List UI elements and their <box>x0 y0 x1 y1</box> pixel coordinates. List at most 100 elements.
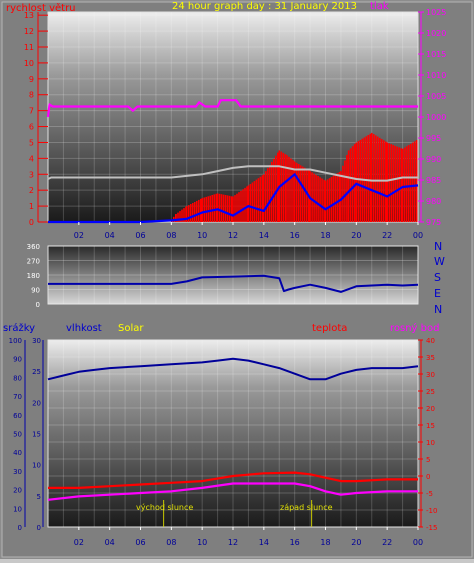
pressure-y-tick-985: 985 <box>426 176 441 185</box>
panel3-x-tick-06: 06 <box>135 538 145 547</box>
pressure-y-tick-995: 995 <box>426 134 441 143</box>
wind-y-tick-9: 9 <box>29 75 34 84</box>
pressure-label: tlak <box>370 1 389 12</box>
pressure-y-tick-1010: 1010 <box>426 71 446 80</box>
pressure-y-tick-1000: 1000 <box>426 113 446 122</box>
panel3-x-tick-16: 16 <box>290 538 300 547</box>
panel3-x-tick-10: 10 <box>197 538 207 547</box>
wind-y-tick-7: 7 <box>29 107 34 116</box>
rain-y-tick-80: 80 <box>13 374 22 382</box>
wind-y-tick-5: 5 <box>29 138 34 147</box>
rain-y-tick-90: 90 <box>13 356 22 364</box>
panel1-x-tick-16: 16 <box>290 231 300 240</box>
panel3-x-tick-18: 18 <box>320 538 330 547</box>
rain-y-tick-10: 10 <box>13 505 22 513</box>
pressure-line <box>46 99 418 118</box>
chart-title: 24 hour graph day : 31 January 2013 <box>172 1 357 12</box>
temperature-y-tick-5: 5 <box>426 456 430 464</box>
direction-y-tick-270: 270 <box>27 258 40 266</box>
direction-label-s: S <box>434 271 441 284</box>
temperature-y-tick-20: 20 <box>426 405 435 413</box>
direction-label-e: E <box>434 287 441 300</box>
panel-temperature-humidity <box>47 339 419 528</box>
rain-y-tick-0: 0 <box>18 524 22 532</box>
wind-y-tick-1: 1 <box>29 202 34 211</box>
panel3-x-tick-02: 02 <box>74 538 84 547</box>
temperature-label: teplota <box>312 323 347 334</box>
wind-y-tick-11: 11 <box>24 43 34 52</box>
direction-y-tick-360: 360 <box>27 243 40 251</box>
panel1-x-tick-12: 12 <box>228 231 238 240</box>
temperature-y-tick-35: 35 <box>426 354 435 362</box>
wind-y-tick-6: 6 <box>29 123 34 132</box>
temperature-y-tick-10: 10 <box>426 439 435 447</box>
direction-y-tick-0: 0 <box>36 301 40 309</box>
panel1-x-tick-14: 14 <box>259 231 269 240</box>
direction-label-n-top: N <box>434 240 442 253</box>
panel3-x-tick-22: 22 <box>382 538 392 547</box>
wind-speed-label: rychlost větru <box>6 2 76 14</box>
dewpoint-line <box>47 482 418 501</box>
wind-series-gray-line <box>47 165 418 182</box>
panel1-x-tick-22: 22 <box>382 231 392 240</box>
pressure-y-tick-980: 980 <box>426 197 441 206</box>
temperature-y-tick-40: 40 <box>426 337 435 345</box>
pressure-y-tick-975: 975 <box>426 218 441 227</box>
panel1-x-tick-02: 02 <box>74 231 84 240</box>
humidity-y-tick-20: 20 <box>32 399 41 407</box>
wind-direction-line <box>48 274 419 293</box>
panel3-x-tick-12: 12 <box>228 538 238 547</box>
humidity-y-tick-0: 0 <box>37 524 41 532</box>
humidity-line <box>47 357 419 381</box>
temperature-y-tick--15: -15 <box>426 524 437 532</box>
direction-y-tick-90: 90 <box>31 287 40 295</box>
rain-y-tick-100: 100 <box>9 337 22 345</box>
wind-y-tick-8: 8 <box>29 91 34 100</box>
wind-y-tick-4: 4 <box>29 154 34 163</box>
wind-y-tick-0: 0 <box>29 218 34 227</box>
humidity-y-tick-5: 5 <box>37 493 41 501</box>
temperature-y-tick-30: 30 <box>426 371 435 379</box>
panel1-x-tick-18: 18 <box>320 231 330 240</box>
dewpoint-label: rosný bod <box>390 322 439 334</box>
humidity-y-tick-15: 15 <box>32 431 41 439</box>
solar-label: Solar <box>118 323 144 334</box>
panel1-x-tick-04: 04 <box>105 231 115 240</box>
rain-y-tick-60: 60 <box>13 412 22 420</box>
wind-average-line <box>48 173 419 224</box>
direction-y-tick-180: 180 <box>27 272 40 280</box>
humidity-y-tick-30: 30 <box>32 337 41 345</box>
panel1-x-tick-06: 06 <box>135 231 145 240</box>
direction-label-w: W <box>434 255 445 268</box>
panel3-x-tick-14: 14 <box>259 538 269 547</box>
sunrise-label: východ slunce <box>136 503 193 512</box>
temperature-y-tick--5: -5 <box>426 490 433 498</box>
temperature-y-tick-25: 25 <box>426 388 435 396</box>
direction-label-n-bottom: N <box>434 303 442 316</box>
panel1-x-tick-10: 10 <box>197 231 207 240</box>
panel1-x-tick-00: 00 <box>413 231 423 240</box>
panel3-x-tick-20: 20 <box>351 538 361 547</box>
panel3-x-tick-08: 08 <box>166 538 176 547</box>
panel-wind-direction <box>47 245 419 305</box>
wind-y-tick-2: 2 <box>29 186 34 195</box>
temperature-line <box>48 471 418 489</box>
rain-label: srážky <box>3 322 35 334</box>
rain-y-tick-50: 50 <box>13 431 22 439</box>
rain-y-tick-30: 30 <box>13 468 22 476</box>
wind-y-tick-3: 3 <box>29 170 34 179</box>
wind-y-tick-12: 12 <box>24 27 34 36</box>
temperature-y-tick-15: 15 <box>426 422 435 430</box>
wind-y-tick-10: 10 <box>24 59 34 68</box>
pressure-y-tick-1025: 1025 <box>426 8 446 17</box>
humidity-y-tick-10: 10 <box>32 462 41 470</box>
panel1-x-tick-20: 20 <box>351 231 361 240</box>
temperature-y-tick--10: -10 <box>426 507 437 515</box>
temperature-y-tick-0: 0 <box>426 473 430 481</box>
rain-y-tick-20: 20 <box>13 487 22 495</box>
pressure-y-tick-1015: 1015 <box>426 50 446 59</box>
pressure-y-tick-1005: 1005 <box>426 92 446 101</box>
pressure-y-tick-1020: 1020 <box>426 29 446 38</box>
